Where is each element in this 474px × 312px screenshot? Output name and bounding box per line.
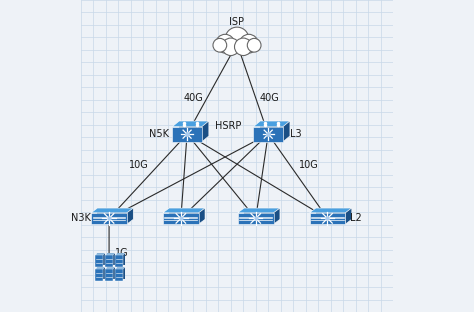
Polygon shape (346, 208, 352, 224)
Polygon shape (273, 208, 280, 224)
Text: 40G: 40G (183, 93, 203, 103)
Polygon shape (163, 208, 205, 213)
Polygon shape (199, 208, 205, 224)
Polygon shape (169, 208, 205, 219)
Polygon shape (238, 213, 273, 224)
Text: 1G: 1G (115, 248, 128, 258)
Text: HSRP: HSRP (215, 121, 241, 131)
Text: N3K: N3K (71, 213, 91, 223)
Polygon shape (310, 213, 346, 224)
Circle shape (225, 27, 249, 51)
Polygon shape (91, 213, 127, 224)
Polygon shape (254, 121, 290, 127)
Polygon shape (260, 121, 290, 136)
Circle shape (235, 38, 252, 56)
Polygon shape (115, 267, 125, 269)
Polygon shape (163, 213, 199, 224)
Circle shape (247, 38, 261, 52)
Text: L3: L3 (291, 129, 302, 139)
Circle shape (239, 34, 258, 53)
Circle shape (213, 38, 227, 52)
Text: 40G: 40G (260, 93, 280, 103)
Text: L2: L2 (350, 213, 362, 223)
Text: 10G: 10G (129, 160, 148, 170)
Polygon shape (107, 253, 115, 265)
Polygon shape (105, 269, 113, 281)
Polygon shape (316, 208, 352, 219)
Polygon shape (172, 127, 202, 142)
Polygon shape (95, 255, 103, 267)
Polygon shape (310, 208, 352, 213)
Polygon shape (97, 267, 105, 279)
Polygon shape (97, 208, 133, 219)
Polygon shape (95, 269, 103, 281)
Polygon shape (202, 121, 209, 142)
Polygon shape (95, 267, 105, 269)
Polygon shape (117, 253, 125, 265)
Polygon shape (172, 121, 209, 127)
Polygon shape (91, 208, 133, 213)
Polygon shape (105, 267, 115, 269)
Polygon shape (115, 253, 125, 255)
Text: ISP: ISP (229, 17, 245, 27)
Polygon shape (254, 127, 283, 142)
Polygon shape (105, 255, 113, 267)
Polygon shape (97, 253, 105, 265)
Polygon shape (107, 267, 115, 279)
Polygon shape (283, 121, 290, 142)
Circle shape (222, 38, 239, 56)
Polygon shape (127, 208, 133, 224)
Polygon shape (179, 121, 209, 136)
Polygon shape (115, 269, 123, 281)
Polygon shape (238, 208, 280, 213)
Circle shape (216, 34, 235, 53)
Polygon shape (244, 208, 280, 219)
Polygon shape (105, 253, 115, 255)
Polygon shape (115, 255, 123, 267)
Polygon shape (95, 253, 105, 255)
Text: 10G: 10G (299, 160, 319, 170)
Text: N5K: N5K (149, 129, 169, 139)
Polygon shape (117, 267, 125, 279)
